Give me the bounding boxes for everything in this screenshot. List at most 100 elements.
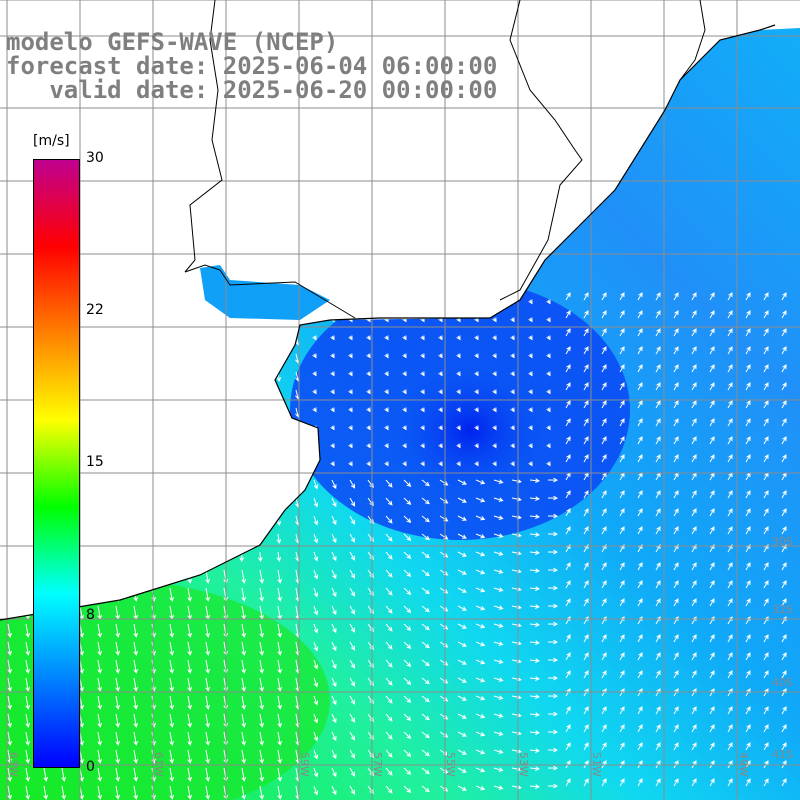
wind-arrow <box>220 353 226 364</box>
wind-arrow <box>183 371 189 382</box>
wind-arrow <box>583 526 589 535</box>
wind-arrow <box>745 580 751 589</box>
wind-arrow <box>331 479 337 490</box>
wind-arrow <box>709 598 715 607</box>
wind-arrow <box>475 677 486 683</box>
estuary-field <box>200 265 330 320</box>
wind-arrow <box>510 443 515 449</box>
wind-arrow <box>763 400 769 409</box>
wind-arrow <box>619 310 625 319</box>
wind-arrow <box>510 353 515 359</box>
wind-arrow <box>241 749 247 764</box>
colorbar <box>33 159 80 768</box>
wind-arrow <box>493 515 504 520</box>
wind-arrow <box>709 292 715 301</box>
wind-arrow <box>528 353 533 359</box>
wind-arrow <box>402 425 407 431</box>
wind-arrow <box>727 706 733 715</box>
wind-arrow <box>16 497 27 503</box>
wind-arrow <box>781 418 787 427</box>
wind-arrow <box>492 407 497 413</box>
wind-arrow <box>385 515 393 524</box>
wind-arrow <box>187 695 193 710</box>
wind-arrow <box>257 533 263 545</box>
wind-arrow <box>313 785 319 796</box>
wind-arrow <box>510 371 515 377</box>
wind-arrow <box>637 724 643 733</box>
wind-arrow <box>169 587 175 602</box>
wind-arrow <box>474 353 479 359</box>
wind-arrow <box>313 605 319 616</box>
wind-arrow <box>493 767 504 772</box>
wind-arrow <box>349 515 356 525</box>
wind-arrow <box>109 371 117 380</box>
wind-arrow <box>475 587 486 593</box>
wind-arrow <box>25 749 31 764</box>
wind-arrow <box>187 623 193 638</box>
wind-arrow <box>673 580 679 589</box>
wind-arrow <box>16 389 27 395</box>
wind-arrow <box>25 785 31 800</box>
wind-arrow <box>277 659 283 674</box>
wind-arrow <box>529 622 540 627</box>
wind-arrow <box>330 371 335 377</box>
wind-arrow <box>384 461 389 467</box>
wind-arrow <box>97 731 103 746</box>
wind-arrow <box>438 461 443 467</box>
wind-arrow <box>366 443 371 449</box>
wind-arrow <box>384 335 389 341</box>
wind-arrow <box>276 461 282 472</box>
wind-arrow <box>115 587 121 602</box>
wind-arrow <box>637 742 643 751</box>
wind-arrow <box>619 346 625 355</box>
wind-arrow <box>61 767 67 782</box>
wind-arrow <box>257 461 263 473</box>
wind-arrow <box>565 490 571 499</box>
wind-arrow <box>421 659 430 667</box>
wind-arrow <box>709 346 715 355</box>
wind-arrow <box>220 533 226 544</box>
wind-arrow <box>529 694 540 699</box>
wind-arrow <box>763 706 769 715</box>
wind-arrow <box>349 785 356 795</box>
wind-arrow <box>109 515 117 524</box>
wind-arrow <box>97 695 103 710</box>
wind-arrow <box>257 551 263 563</box>
wind-arrow <box>276 353 282 364</box>
wind-arrow <box>691 292 697 301</box>
wind-arrow <box>529 478 540 483</box>
wind-arrow <box>7 587 13 602</box>
wind-arrow <box>565 418 571 427</box>
wind-arrow <box>673 598 679 607</box>
wind-arrow <box>547 711 559 717</box>
wind-arrow <box>475 479 486 485</box>
wind-arrow <box>25 569 31 584</box>
wind-arrow <box>709 706 715 715</box>
wind-arrow <box>763 562 769 571</box>
wind-arrow <box>474 425 479 431</box>
wind-arrow <box>655 598 661 607</box>
wind-arrow <box>583 364 589 373</box>
wind-arrow <box>366 407 371 413</box>
wind-arrow <box>492 461 497 467</box>
wind-arrow <box>313 713 319 724</box>
wind-arrow <box>583 346 589 355</box>
wind-arrow <box>90 551 99 560</box>
wind-arrow <box>348 335 353 341</box>
wind-arrow <box>421 677 430 685</box>
wind-arrow <box>691 400 697 409</box>
wind-arrow <box>565 742 571 751</box>
wind-arrow <box>385 767 393 776</box>
wind-arrow <box>403 659 412 667</box>
wind-arrow <box>349 605 356 615</box>
wind-arrow <box>276 533 282 544</box>
wind-arrow <box>420 407 425 413</box>
wind-arrow <box>691 418 697 427</box>
wind-arrow <box>25 605 31 620</box>
wind-arrow <box>90 497 99 506</box>
wind-arrow <box>128 551 135 561</box>
wind-arrow <box>547 729 559 735</box>
wind-arrow <box>403 587 412 595</box>
wind-arrow <box>565 526 571 535</box>
wind-arrow <box>115 641 121 656</box>
